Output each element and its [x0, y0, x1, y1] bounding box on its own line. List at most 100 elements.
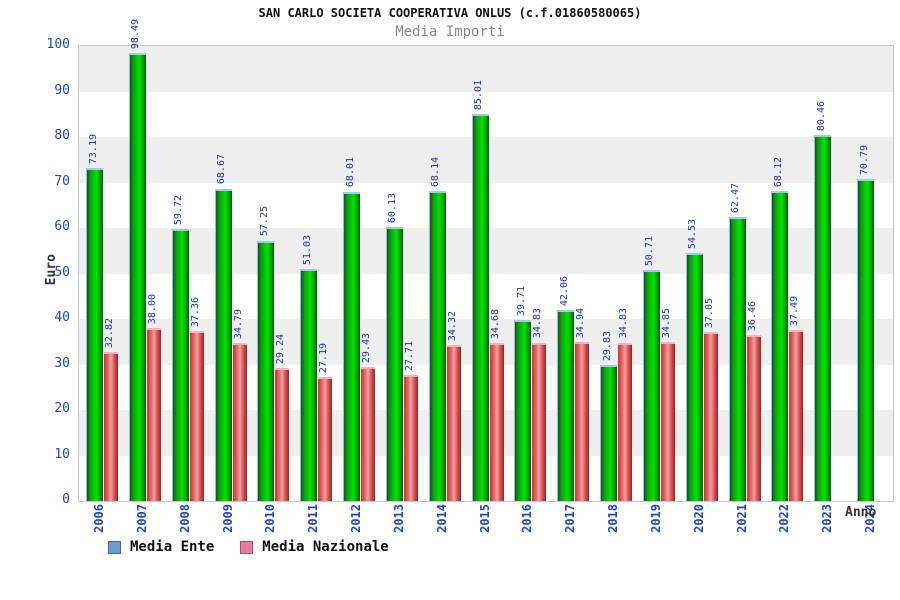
bar-value-label: 27.71	[403, 340, 415, 371]
bar-value-label: 34.83	[532, 308, 544, 339]
bar-media-ente-2016	[514, 320, 532, 501]
x-tick-label-2013: 2013	[391, 504, 406, 533]
bar-media-nazionale-2022	[789, 330, 804, 501]
y-tick-label: 70	[54, 173, 70, 189]
legend-label-media-ente: Media Ente	[130, 539, 215, 555]
bar-value-label: 34.32	[446, 310, 458, 341]
bar-value-label: 37.05	[703, 298, 715, 329]
bar-value-label: 34.94	[575, 307, 587, 339]
x-tick-label-2023: 2023	[820, 504, 835, 533]
y-tick-label: 10	[54, 446, 70, 462]
bar-media-ente-2008	[171, 229, 189, 501]
bar-value-label: 73.19	[87, 133, 99, 164]
bar-value-label: 29.83	[601, 331, 613, 362]
y-tick-label: 40	[54, 310, 70, 325]
bar-value-label: 34.83	[618, 308, 630, 339]
y-tick-label: 50	[54, 264, 70, 280]
x-tick-label-2007: 2007	[134, 504, 149, 533]
bar-media-nazionale-2011	[318, 377, 333, 501]
x-tick-label-2017: 2017	[563, 504, 578, 533]
bar-media-nazionale-2009	[232, 342, 247, 501]
x-tick-label-2006: 2006	[92, 504, 106, 533]
bar-media-ente-2011	[300, 268, 318, 501]
media-nazionale-swatch-icon	[240, 540, 254, 554]
legend-label-media-nazionale: Media Nazionale	[262, 539, 389, 555]
bar-value-label: 34.79	[232, 308, 244, 339]
x-tick-label-2010: 2010	[263, 504, 278, 533]
bar-media-nazionale-2008	[189, 331, 204, 501]
bar-media-ente-2021	[728, 216, 746, 501]
bar-media-nazionale-2017	[575, 342, 590, 501]
bar-value-label: 29.24	[275, 333, 287, 364]
bar-media-nazionale-2015	[489, 343, 504, 501]
x-tick-label-2015: 2015	[477, 504, 492, 533]
bar-value-label: 36.46	[746, 301, 758, 332]
bar-value-label: 68.67	[216, 154, 228, 185]
plot-area: 73.19 32.82 98.49 38.00 59.72 37.36 68.67 34.79…	[78, 19, 894, 502]
legend-item-media-ente: Media Ente	[108, 539, 214, 555]
bar-value-label: 68.01	[344, 157, 356, 188]
bar-value-label: 50.71	[644, 236, 656, 267]
bar-value-label: 57.25	[258, 206, 270, 237]
bar-media-nazionale-2019	[660, 342, 675, 501]
y-tick-label: 80	[54, 128, 70, 143]
bar-media-ente-2010	[257, 240, 275, 501]
bar-value-label: 34.85	[660, 308, 672, 339]
bar-value-label: 98.49	[130, 18, 142, 49]
legend: Media Ente Media Nazionale	[108, 539, 389, 555]
bar-value-label: 70.79	[858, 144, 870, 175]
bar-value-label: 68.14	[430, 156, 442, 187]
y-tick-label: 30	[54, 355, 70, 371]
bar-media-ente-2017	[557, 309, 575, 501]
bar-value-label: 37.49	[789, 296, 801, 327]
legend-item-media-nazionale: Media Nazionale	[240, 539, 389, 555]
bar-media-ente-2018	[600, 365, 618, 501]
bar-media-ente-2014	[428, 190, 446, 501]
bar-media-nazionale-2020	[703, 332, 718, 501]
grid-band	[79, 46, 893, 92]
bar-value-label: 51.03	[301, 234, 313, 265]
bar-value-label: 80.46	[815, 100, 827, 131]
bar-value-label: 60.13	[387, 193, 399, 224]
bar-value-label: 42.06	[558, 275, 570, 306]
bar-media-ente-2007	[128, 52, 146, 501]
x-tick-label-2019: 2019	[648, 504, 663, 533]
y-tick-label: 60	[54, 219, 70, 234]
bar-media-ente-2015	[471, 114, 489, 501]
bar-media-nazionale-2014	[446, 344, 461, 501]
chart-title: SAN CARLO SOCIETA COOPERATIVA ONLUS (c.f…	[258, 6, 642, 20]
bar-media-nazionale-2012	[361, 367, 376, 501]
bar-media-nazionale-2013	[403, 374, 418, 501]
x-tick-label-2009: 2009	[220, 504, 235, 533]
x-tick-label-2014: 2014	[434, 504, 449, 533]
media-ente-swatch-icon	[108, 540, 121, 554]
bar-value-label: 68.12	[772, 156, 784, 188]
bar-media-nazionale-2018	[618, 342, 633, 501]
bar-media-ente-2020	[685, 252, 703, 501]
y-tick-label: 0	[62, 492, 70, 507]
y-tick-label: 20	[54, 401, 70, 416]
bar-media-ente-2006	[86, 168, 103, 501]
x-tick-label-2020: 2020	[691, 504, 706, 533]
bar-media-ente-2013	[385, 227, 403, 501]
bar-media-nazionale-2016	[532, 342, 547, 501]
bar-value-label: 29.43	[361, 332, 373, 364]
x-tick-label-2018: 2018	[606, 504, 621, 533]
bar-value-label: 62.47	[730, 182, 742, 213]
bar-media-ente-2009	[214, 188, 232, 501]
bar-value-label: 34.68	[489, 309, 501, 340]
x-tick-label-2011: 2011	[306, 504, 321, 533]
bar-value-label: 39.71	[515, 286, 527, 317]
x-tick-label-2012: 2012	[349, 504, 364, 533]
x-tick-label-2016: 2016	[520, 504, 535, 533]
bar-media-nazionale-2007	[146, 328, 161, 501]
y-tick-label: 100	[46, 37, 70, 52]
chart-subtitle: Media Importi	[395, 24, 505, 40]
bar-media-nazionale-2010	[275, 367, 290, 501]
y-tick-label: 90	[54, 82, 70, 98]
bar-value-label: 59.72	[173, 195, 185, 226]
bar-value-label: 37.36	[189, 296, 201, 328]
bar-media-ente-2022	[771, 191, 789, 501]
x-tick-label-2008: 2008	[177, 504, 192, 533]
